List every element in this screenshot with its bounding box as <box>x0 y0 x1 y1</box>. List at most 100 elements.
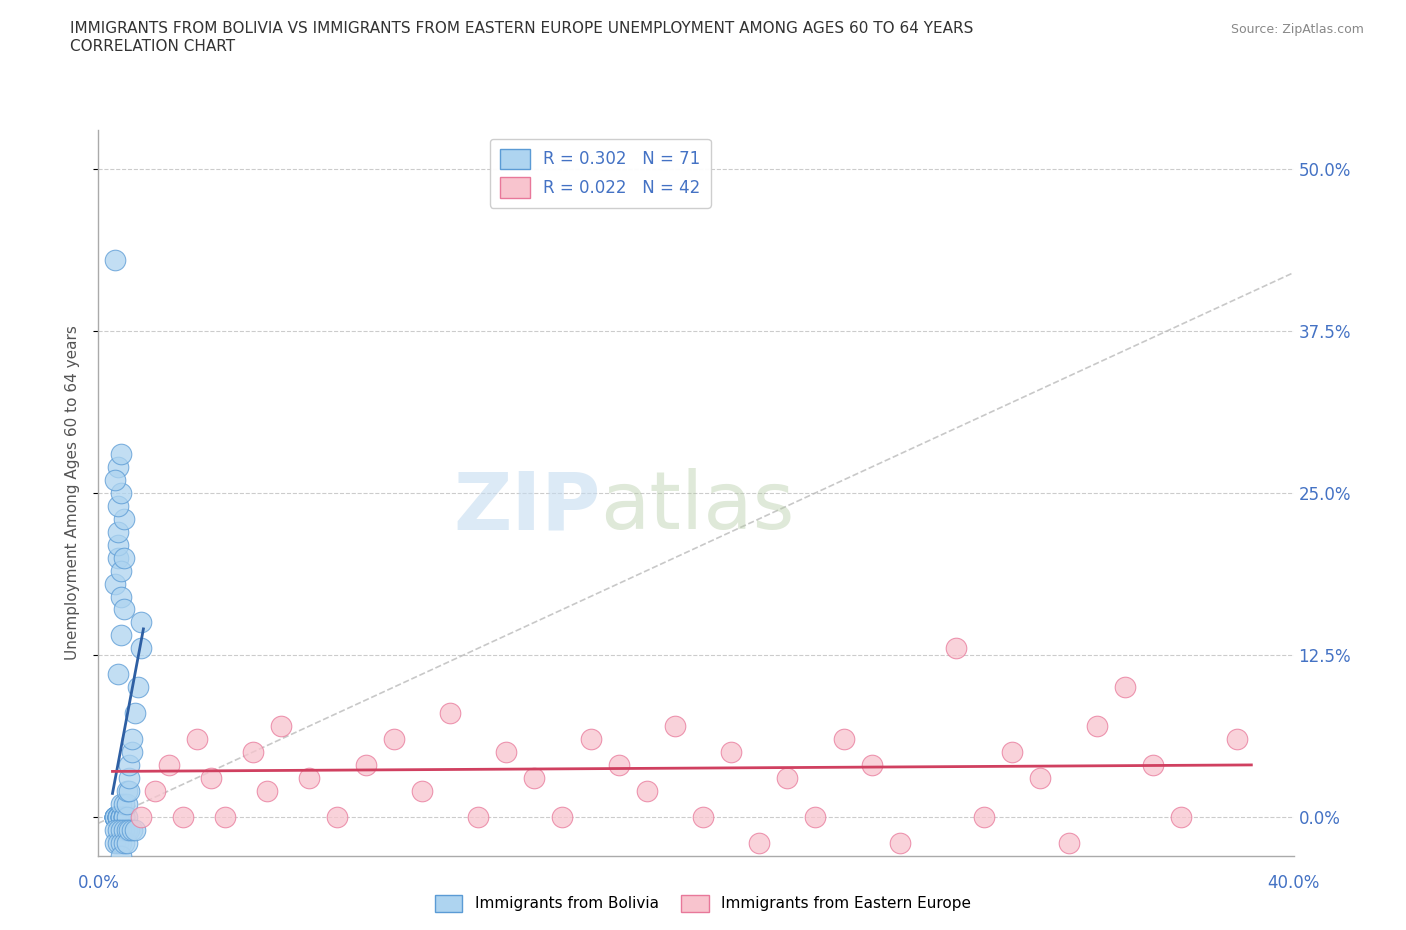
Point <box>579 732 602 747</box>
Point <box>104 835 127 850</box>
Point <box>104 577 127 591</box>
Point <box>104 822 127 837</box>
Point <box>107 667 129 682</box>
Point <box>129 615 152 630</box>
Point <box>104 472 127 487</box>
Text: atlas: atlas <box>600 469 794 547</box>
Point <box>110 796 132 811</box>
Point <box>523 770 546 785</box>
Point <box>104 809 127 824</box>
Point <box>1170 809 1192 824</box>
Point <box>107 809 129 824</box>
Point <box>104 809 127 824</box>
Point <box>104 809 127 824</box>
Point <box>298 770 321 785</box>
Point <box>107 835 129 850</box>
Point <box>270 719 292 734</box>
Point <box>127 680 149 695</box>
Point <box>115 822 138 837</box>
Point <box>495 745 517 760</box>
Point <box>107 822 129 837</box>
Point <box>110 822 132 837</box>
Point <box>1029 770 1052 785</box>
Point <box>110 589 132 604</box>
Point <box>110 835 132 850</box>
Point <box>104 809 127 824</box>
Point <box>776 770 799 785</box>
Point <box>382 732 405 747</box>
Point <box>1142 757 1164 772</box>
Point <box>121 732 143 747</box>
Point <box>107 809 129 824</box>
Point <box>112 602 135 617</box>
Point <box>110 628 132 643</box>
Point <box>748 835 770 850</box>
Point <box>104 809 127 824</box>
Text: ZIP: ZIP <box>453 469 600 547</box>
Point <box>720 745 742 760</box>
Point <box>1114 680 1136 695</box>
Point <box>110 809 132 824</box>
Point <box>1226 732 1249 747</box>
Point <box>411 783 433 798</box>
Point <box>115 796 138 811</box>
Point <box>107 525 129 539</box>
Legend: Immigrants from Bolivia, Immigrants from Eastern Europe: Immigrants from Bolivia, Immigrants from… <box>429 889 977 918</box>
Point <box>107 809 129 824</box>
Point <box>104 252 127 267</box>
Point <box>107 498 129 513</box>
Point <box>110 485 132 500</box>
Point <box>104 809 127 824</box>
Point <box>860 757 883 772</box>
Point <box>124 706 146 721</box>
Point <box>110 809 132 824</box>
Point <box>1057 835 1080 850</box>
Point <box>115 809 138 824</box>
Point <box>118 822 141 837</box>
Point <box>143 783 166 798</box>
Point <box>118 783 141 798</box>
Legend: R = 0.302   N = 71, R = 0.022   N = 42: R = 0.302 N = 71, R = 0.022 N = 42 <box>491 139 710 207</box>
Point <box>607 757 630 772</box>
Point <box>692 809 714 824</box>
Point <box>115 783 138 798</box>
Point <box>973 809 995 824</box>
Point <box>104 809 127 824</box>
Point <box>664 719 686 734</box>
Point <box>129 809 152 824</box>
Point <box>124 822 146 837</box>
Point <box>636 783 658 798</box>
Point <box>112 809 135 824</box>
Point <box>121 822 143 837</box>
Point <box>110 848 132 863</box>
Point <box>112 809 135 824</box>
Point <box>110 809 132 824</box>
Text: 0.0%: 0.0% <box>77 874 120 892</box>
Point <box>242 745 264 760</box>
Point <box>1001 745 1024 760</box>
Point <box>129 641 152 656</box>
Point <box>112 551 135 565</box>
Point <box>112 835 135 850</box>
Point <box>107 459 129 474</box>
Point <box>110 564 132 578</box>
Point <box>112 809 135 824</box>
Point <box>804 809 827 824</box>
Point <box>945 641 967 656</box>
Point <box>112 809 135 824</box>
Point <box>110 446 132 461</box>
Text: IMMIGRANTS FROM BOLIVIA VS IMMIGRANTS FROM EASTERN EUROPE UNEMPLOYMENT AMONG AGE: IMMIGRANTS FROM BOLIVIA VS IMMIGRANTS FR… <box>70 20 974 35</box>
Point <box>354 757 377 772</box>
Point <box>121 745 143 760</box>
Point <box>186 732 208 747</box>
Point <box>889 835 911 850</box>
Point <box>118 770 141 785</box>
Point <box>157 757 180 772</box>
Point <box>112 822 135 837</box>
Point <box>832 732 855 747</box>
Y-axis label: Unemployment Among Ages 60 to 64 years: Unemployment Among Ages 60 to 64 years <box>65 326 80 660</box>
Point <box>107 809 129 824</box>
Point <box>107 538 129 552</box>
Point <box>107 809 129 824</box>
Point <box>467 809 489 824</box>
